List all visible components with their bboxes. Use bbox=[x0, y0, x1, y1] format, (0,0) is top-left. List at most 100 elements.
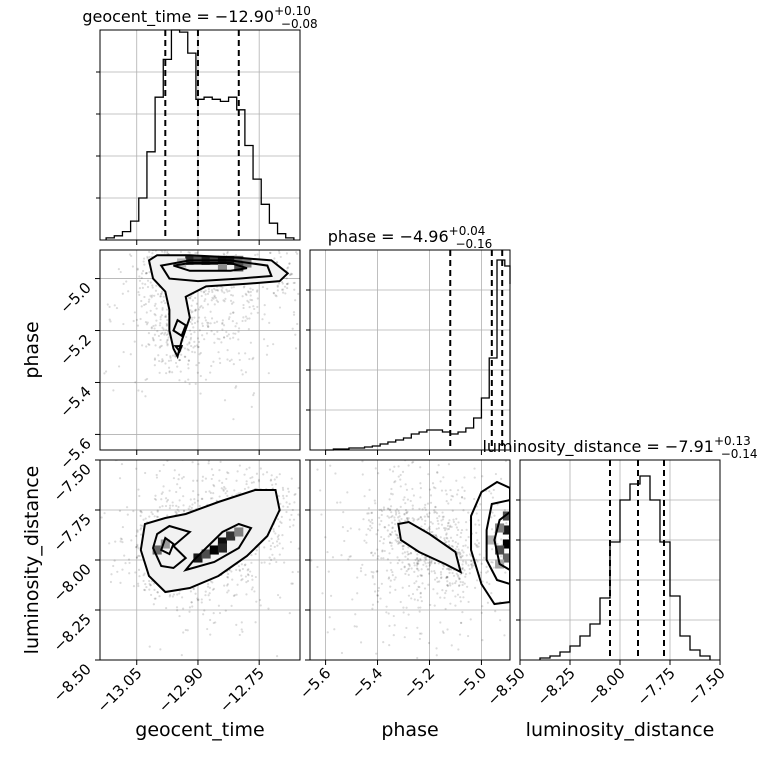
scatter-point bbox=[250, 405, 253, 409]
scatter-point bbox=[452, 518, 455, 521]
density-cell bbox=[502, 525, 510, 535]
scatter-point bbox=[281, 486, 285, 489]
scatter-point bbox=[196, 337, 200, 340]
scatter-point bbox=[182, 504, 185, 507]
scatter-point bbox=[148, 579, 151, 583]
scatter-point bbox=[461, 549, 464, 552]
scatter-point bbox=[372, 571, 375, 574]
scatter-point bbox=[240, 621, 243, 624]
scatter-point bbox=[137, 568, 141, 571]
scatter-point bbox=[349, 555, 352, 558]
scatter-point bbox=[286, 505, 289, 509]
scatter-point bbox=[413, 570, 416, 573]
scatter-point bbox=[165, 328, 168, 331]
scatter-point bbox=[399, 473, 402, 477]
scatter-point bbox=[147, 332, 151, 335]
scatter-point bbox=[156, 293, 160, 296]
scatter-point bbox=[405, 512, 408, 515]
scatter-point bbox=[200, 497, 203, 500]
scatter-point bbox=[226, 584, 229, 587]
scatter-point bbox=[448, 571, 451, 574]
panel-frame bbox=[99, 29, 301, 241]
contour-line bbox=[493, 510, 510, 572]
scatter-point bbox=[194, 296, 197, 300]
scatter-point bbox=[460, 555, 463, 558]
scatter-point bbox=[398, 453, 400, 455]
y-tick-label: −7.75 bbox=[50, 510, 95, 555]
scatter-point bbox=[276, 285, 279, 288]
scatter-point bbox=[482, 556, 486, 560]
scatter-point bbox=[132, 585, 136, 588]
scatter-point bbox=[279, 596, 282, 599]
scatter-point bbox=[119, 581, 122, 584]
scatter-point bbox=[407, 546, 410, 549]
scatter-point bbox=[207, 288, 210, 291]
scatter-point bbox=[145, 585, 148, 589]
scatter-point bbox=[222, 488, 225, 491]
scatter-point bbox=[343, 539, 346, 543]
scatter-point bbox=[165, 606, 168, 610]
scatter-point bbox=[451, 509, 454, 512]
scatter-point bbox=[455, 580, 458, 583]
scatter-point bbox=[476, 579, 479, 582]
scatter-point bbox=[263, 561, 266, 564]
scatter-point bbox=[449, 536, 453, 539]
scatter-point bbox=[430, 562, 433, 565]
scatter-point bbox=[207, 325, 210, 328]
scatter-point bbox=[288, 518, 292, 521]
scatter-point bbox=[172, 477, 176, 480]
scatter-point bbox=[195, 302, 199, 305]
scatter-point bbox=[503, 509, 506, 512]
scatter-point bbox=[190, 295, 193, 298]
scatter-point bbox=[275, 295, 278, 298]
scatter-point bbox=[220, 487, 223, 490]
scatter-point bbox=[419, 516, 422, 519]
scatter-point bbox=[204, 477, 208, 480]
scatter-point bbox=[142, 257, 146, 260]
scatter-point bbox=[186, 629, 189, 632]
scatter-point bbox=[281, 534, 284, 537]
scatter-point bbox=[380, 509, 384, 513]
scatter-point bbox=[160, 292, 163, 295]
scatter-point bbox=[220, 341, 223, 344]
panel-frame bbox=[99, 249, 301, 451]
scatter-point bbox=[427, 568, 430, 571]
scatter-point bbox=[164, 497, 168, 500]
scatter-point bbox=[252, 305, 255, 308]
scatter-point bbox=[110, 573, 113, 576]
scatter-point bbox=[219, 460, 222, 463]
scatter-point bbox=[159, 315, 162, 319]
scatter-point bbox=[265, 353, 269, 356]
scatter-point bbox=[514, 511, 516, 513]
scatter-point bbox=[246, 573, 250, 576]
scatter-point bbox=[246, 579, 250, 583]
scatter-point bbox=[211, 290, 214, 294]
scatter-point bbox=[380, 513, 383, 517]
scatter-point bbox=[290, 272, 293, 275]
scatter-point bbox=[193, 331, 196, 334]
scatter-point bbox=[271, 542, 275, 545]
scatter-point bbox=[441, 518, 445, 521]
scatter-point bbox=[144, 321, 148, 324]
scatter-point bbox=[226, 349, 229, 352]
scatter-point bbox=[384, 452, 386, 454]
scatter-point bbox=[251, 578, 254, 581]
contour-line bbox=[159, 536, 175, 556]
scatter-point bbox=[393, 519, 396, 522]
scatter-point bbox=[287, 266, 290, 269]
scatter-point bbox=[505, 522, 508, 525]
scatter-point bbox=[156, 591, 159, 594]
scatter-point bbox=[416, 575, 419, 578]
scatter-point bbox=[231, 320, 234, 323]
scatter-point bbox=[160, 247, 162, 249]
scatter-point bbox=[221, 321, 224, 325]
scatter-point bbox=[241, 319, 244, 323]
scatter-point bbox=[144, 395, 147, 398]
scatter-point bbox=[127, 558, 131, 561]
scatter-point bbox=[388, 541, 392, 544]
scatter-point bbox=[427, 515, 430, 519]
scatter-point bbox=[359, 570, 363, 573]
scatter-point bbox=[348, 555, 351, 558]
scatter-point bbox=[161, 326, 164, 329]
